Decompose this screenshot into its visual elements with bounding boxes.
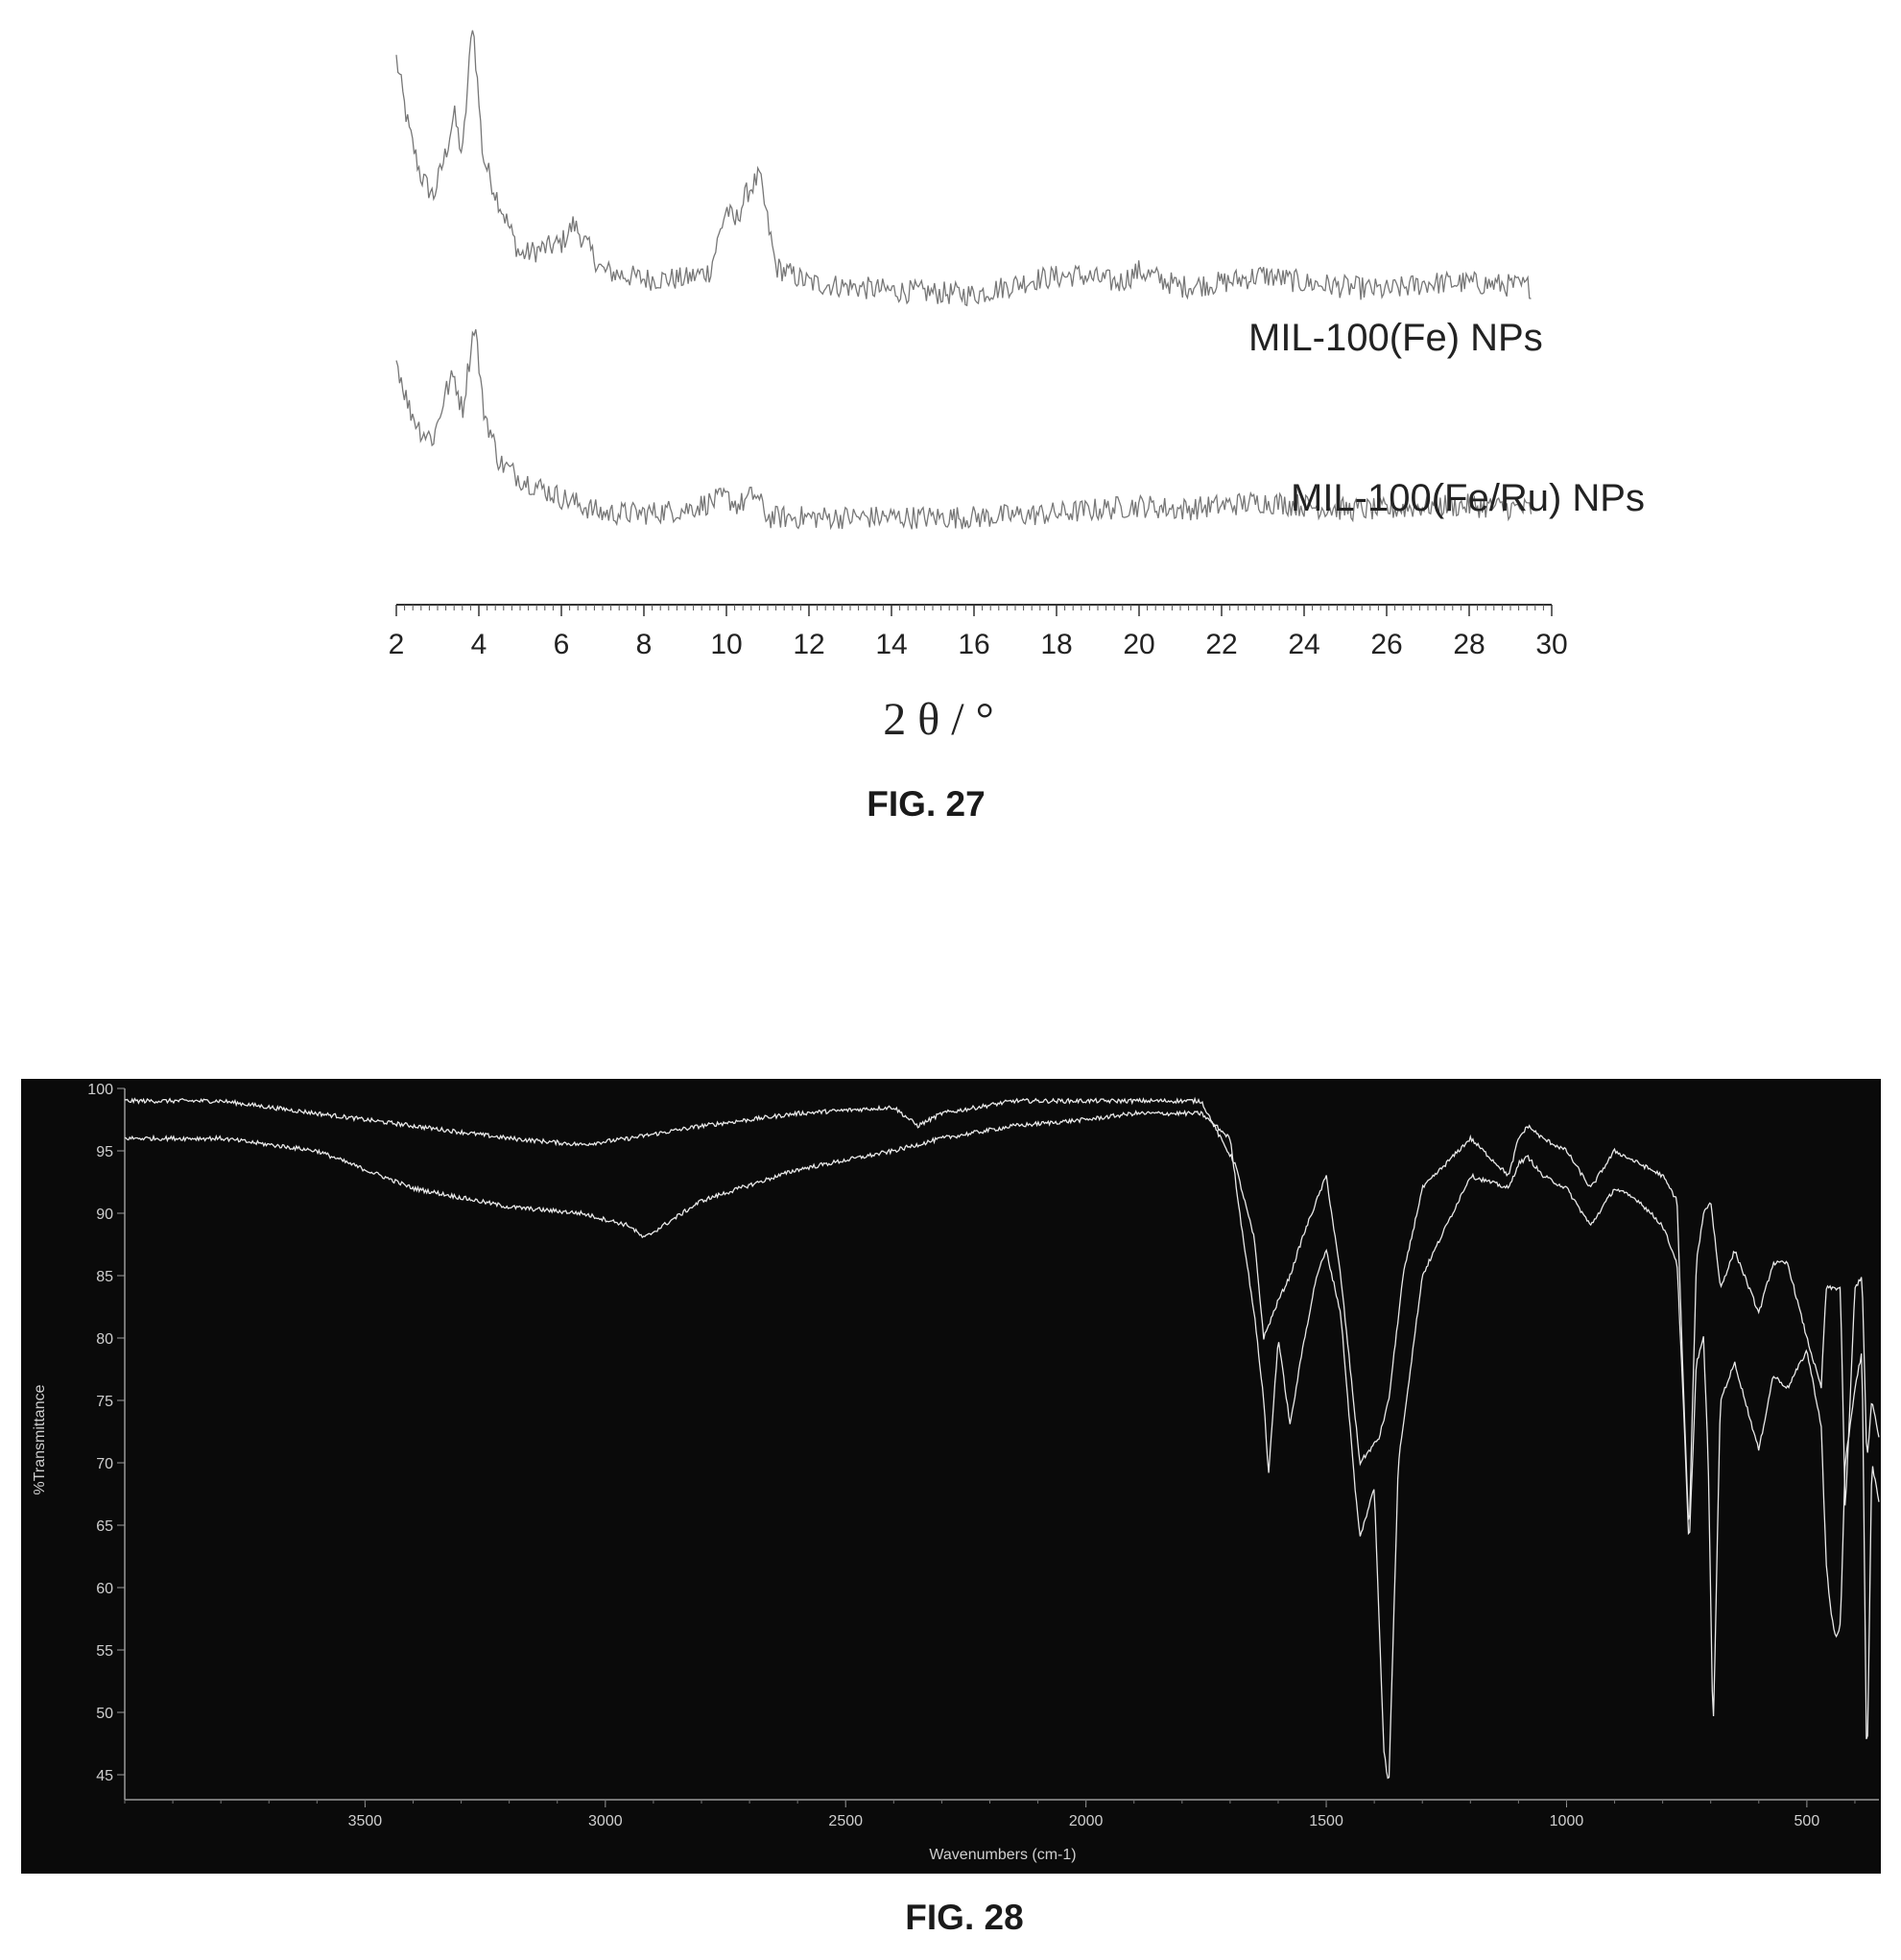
y-tick-label: 75 [96, 1394, 113, 1410]
x-tick-label: 8 [636, 629, 653, 660]
x-tick-label: 4 [471, 629, 487, 660]
x-tick-label: 28 [1453, 629, 1485, 660]
series-label-fe-ru: MIL-100(Fe/Ru) NPs [1291, 477, 1645, 519]
x-tick-label: 26 [1370, 629, 1402, 660]
xrd-series-group [396, 31, 1532, 530]
ftir-background [21, 1079, 1881, 1874]
x-tick-label: 2 [389, 629, 405, 660]
x-tick-label: 16 [958, 629, 989, 660]
series-label-fe: MIL-100(Fe) NPs [1248, 317, 1543, 359]
y-tick-label: 70 [96, 1456, 113, 1472]
x-axis-ticks: 24681012141618202224262830 [389, 605, 1568, 660]
y-axis-label: %Transmittance [32, 1384, 48, 1494]
x-tick-label: 24 [1288, 629, 1319, 660]
ftir-series-group [125, 1099, 1879, 1779]
x-tick-label: 6 [554, 629, 570, 660]
x-tick-label: 1000 [1550, 1813, 1584, 1829]
ftir-series-line-1 [125, 1099, 1879, 1520]
y-tick-label: 90 [96, 1207, 113, 1223]
x-tick-label: 12 [793, 629, 824, 660]
ftir-series-line-2 [125, 1111, 1879, 1779]
y-tick-label: 45 [96, 1768, 113, 1784]
x-tick-label: 3000 [588, 1813, 623, 1829]
fig27-caption: FIG. 27 [867, 784, 985, 824]
x-axis-ticks: 3500 3000 2500 2000 1500 1000 500 [125, 1800, 1855, 1829]
y-tick-label: 65 [96, 1518, 113, 1535]
x-tick-label: 3500 [348, 1813, 383, 1829]
y-tick-label: 100 [87, 1082, 113, 1098]
x-tick-label: 2000 [1069, 1813, 1104, 1829]
y-tick-label: 95 [96, 1144, 113, 1160]
xrd-series-line-1 [396, 31, 1532, 306]
fig28-caption: FIG. 28 [905, 1898, 1023, 1937]
x-tick-label: 1500 [1309, 1813, 1343, 1829]
x-axis-label: Wavenumbers (cm-1) [929, 1847, 1076, 1863]
y-tick-label: 80 [96, 1331, 113, 1348]
x-tick-label: 10 [710, 629, 742, 660]
y-tick-label: 85 [96, 1269, 113, 1285]
xrd-chart: 24681012141618202224262830 MIL-100(Fe) N… [0, 0, 1901, 845]
y-tick-label: 60 [96, 1581, 113, 1597]
y-tick-label: 50 [96, 1706, 113, 1722]
x-tick-label: 22 [1205, 629, 1237, 660]
x-tick-label: 20 [1123, 629, 1154, 660]
x-tick-label: 14 [875, 629, 907, 660]
y-tick-label: 55 [96, 1643, 113, 1660]
x-tick-label: 2500 [828, 1813, 863, 1829]
y-axis-ticks: 100 95 90 85 80 75 70 65 60 55 50 45 [87, 1082, 125, 1784]
x-tick-label: 30 [1535, 629, 1567, 660]
x-axis-label: 2 θ / ° [883, 694, 994, 745]
x-tick-label: 500 [1794, 1813, 1820, 1829]
x-tick-label: 18 [1040, 629, 1072, 660]
